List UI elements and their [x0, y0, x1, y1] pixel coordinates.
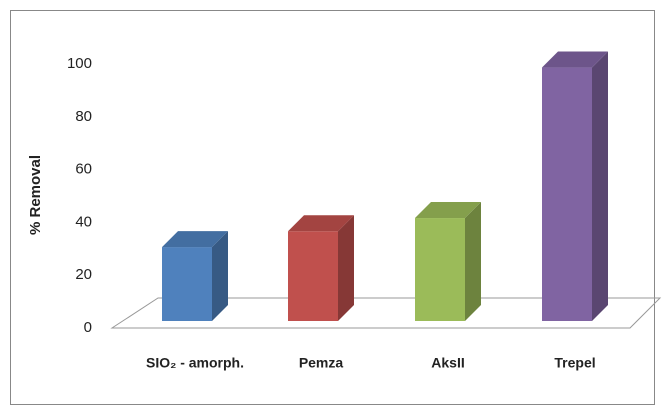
y-tick-label: 0 [84, 319, 92, 336]
y-tick-label: 40 [75, 213, 92, 230]
x-tick-label: Trepel [554, 355, 595, 371]
y-tick-label: 80 [75, 108, 92, 125]
x-tick-label: Pemza [299, 355, 344, 371]
bar-side [338, 215, 354, 321]
bar [288, 215, 354, 321]
y-tick-label: 100 [67, 55, 92, 72]
floor [110, 297, 662, 329]
bar-side [592, 51, 608, 322]
bar-side [465, 202, 481, 321]
bar [162, 231, 228, 321]
y-tick-label: 60 [75, 161, 92, 178]
bar [415, 202, 481, 321]
bar-front [415, 218, 465, 321]
bar-front [288, 231, 338, 321]
bar-front [162, 247, 212, 321]
bar [542, 51, 608, 322]
bar-front [542, 67, 592, 321]
bar-top [162, 231, 228, 248]
bar-top [288, 215, 354, 232]
bar-top [542, 51, 608, 68]
bar-side [212, 231, 228, 321]
x-tick-label: SIO₂ - amorph. [146, 355, 244, 371]
y-tick-label: 20 [75, 266, 92, 283]
x-tick-label: AksII [431, 355, 464, 371]
y-axis-label: % Removal [27, 155, 44, 235]
bar-top [415, 202, 481, 219]
